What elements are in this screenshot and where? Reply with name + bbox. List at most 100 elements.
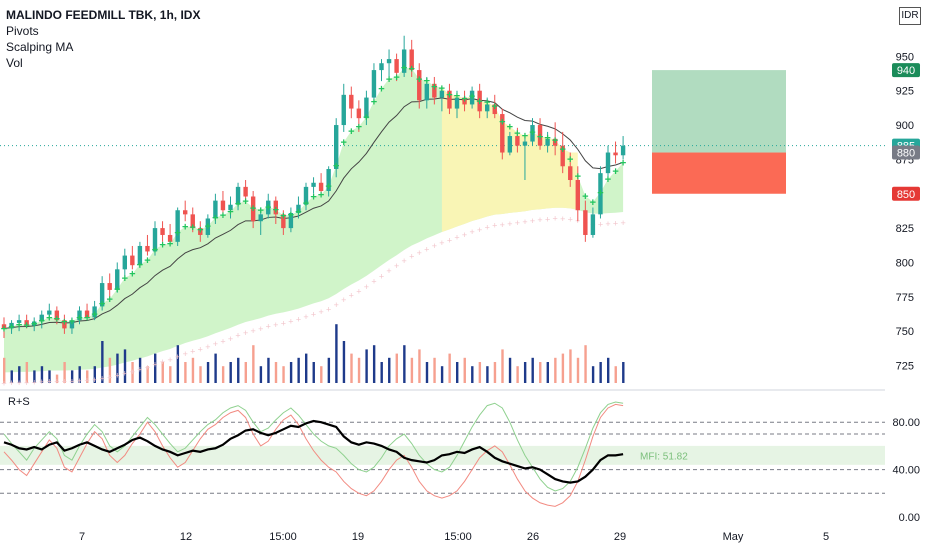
volume-bar [350,353,353,383]
volume-bar [440,366,444,383]
volume-bar [259,366,263,383]
volume-bar [214,353,217,383]
legend-pivots[interactable]: Pivots [6,24,39,38]
volume-bar [138,357,142,383]
long-ma-point: + [198,345,203,355]
candle-body [32,321,37,326]
scalping-ma-point: + [16,319,22,331]
volume-bar [169,366,172,383]
scalping-ma-point: + [529,127,535,139]
long-ma-point: + [553,214,558,224]
scalping-ma-point: + [575,171,581,183]
long-ma-point: + [492,221,497,231]
candle-body [620,145,626,156]
long-ma-point: + [100,374,105,384]
scalping-ma-point: + [288,210,294,222]
rs-y-tick-label: 40.00 [892,465,920,477]
long-ma-point: + [469,227,474,237]
candle-body [507,136,513,153]
price-tag-box [892,145,920,160]
stoch-line [3,403,624,507]
volume-bar [380,362,383,383]
candle-body [92,306,97,318]
volume-bar [554,357,557,383]
volume-bar [70,370,74,383]
candle-body [213,200,218,219]
long-ma-point: + [107,372,112,382]
volume-bar [131,362,134,383]
candle-body [39,314,44,322]
currency-badge[interactable]: IDR [899,7,921,25]
x-tick-label: 29 [614,531,626,543]
scalping-ma-point: + [114,284,120,296]
volume-bar [312,362,315,383]
price-tag-label: 940 [897,65,915,77]
long-ma-point: + [530,216,535,226]
candle-body [281,214,286,229]
volume-bar [342,341,346,383]
volume-bar [86,370,89,383]
price-tag-label: 880 [897,148,915,160]
mfi-line [3,419,624,484]
volume-bar [584,345,587,383]
candle-body [371,70,377,98]
scalping-ma-point: + [492,101,498,113]
x-tick-label: May [723,531,744,543]
long-ma-point: + [620,218,625,228]
scalping-ma-point: + [507,121,513,133]
take-profit-zone [652,70,786,153]
legend-vol[interactable]: Vol [6,56,23,70]
volume-bar [93,366,96,383]
candle-body [394,59,399,73]
long-ma-point: + [568,214,573,224]
long-ma-point: + [515,218,520,228]
long-ma-point: + [545,214,550,224]
scalping-ma-point: + [371,96,377,108]
long-ma-point: + [613,219,618,229]
volume-bar [501,349,504,383]
volume-bar [493,362,497,383]
scalping-ma-point: + [250,203,256,215]
candle-body [454,97,460,109]
candle-body [552,138,558,146]
candle-body [401,49,407,73]
long-ma-point: + [598,220,603,230]
long-ma-point: + [62,377,67,387]
scalping-ma-point: + [220,210,226,222]
scalping-ma-point: + [280,211,286,223]
scalping-ma-point: + [310,191,316,203]
volume-bar [176,345,180,383]
scalping-ma-point: + [227,207,233,219]
x-tick-label: 19 [352,531,364,543]
scalping-ma-point: + [152,244,158,256]
rs-y-tick-label: 0.00 [899,512,920,524]
scalping-ma-point: + [552,135,558,147]
long-ma-point: + [228,334,233,344]
volume-bar [576,357,580,383]
scalping-ma-point: + [439,83,445,95]
long-ma-point: + [235,331,240,341]
candle-body [613,152,618,156]
price-tag-label: 850 [897,189,915,201]
volume-bar [244,362,247,383]
candle-body [356,108,362,119]
candle-body [84,310,90,318]
volume-bar [146,366,149,383]
candle-body [288,212,294,229]
scalping-ma-point: + [197,225,203,237]
scalping-ma-point: + [393,72,399,84]
long-ma-point: + [356,286,361,296]
long-ma-point: + [334,300,339,310]
scalping-ma-point: + [129,269,135,281]
long-ma-point: + [402,256,407,266]
scalping-ma-point: + [137,259,143,271]
long-ma-point: + [84,376,89,386]
scalping-ma-point: + [325,181,331,193]
price-tag-box [892,63,920,78]
legend-scalping-ma[interactable]: Scalping MA [6,40,74,54]
y-tick-label: 750 [896,326,914,338]
candle-body [190,214,195,229]
long-ma-point: + [258,324,263,334]
volume-bar [478,362,482,383]
